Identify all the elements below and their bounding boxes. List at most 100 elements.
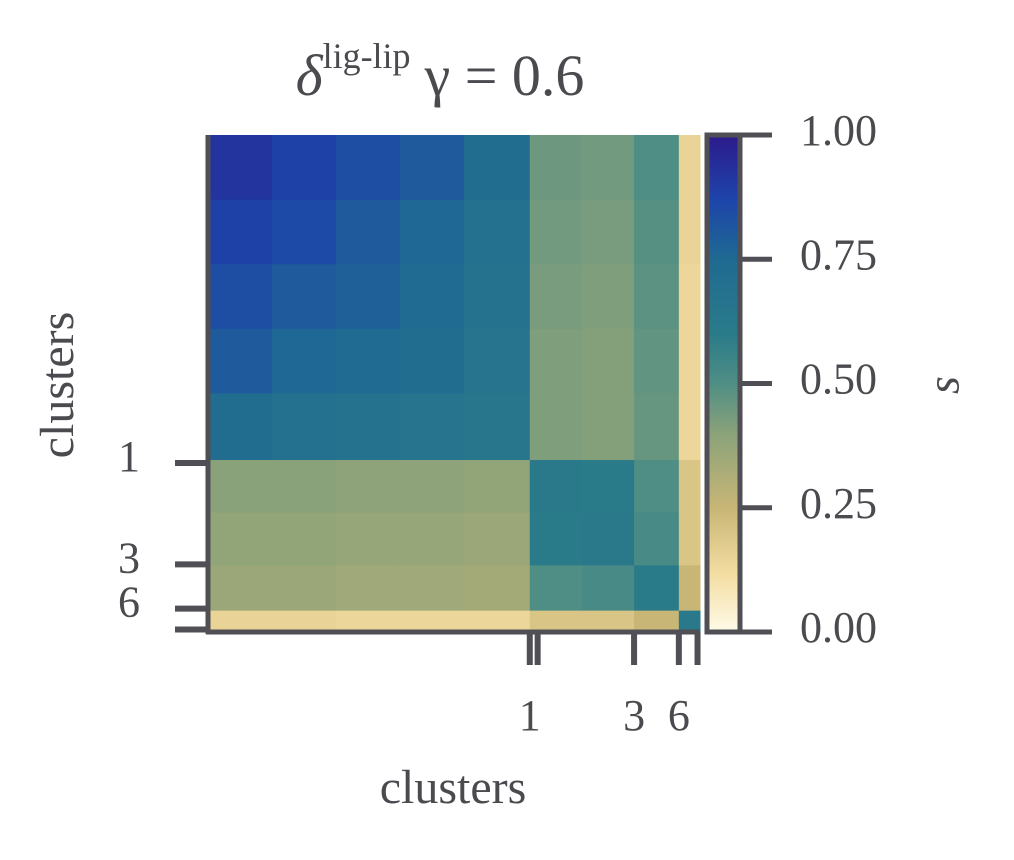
heatmap-cell [581,460,635,514]
heatmap-cell [271,610,337,633]
title-rest: γ = 0.6 [424,43,585,108]
heatmap-cell [581,135,635,201]
title-superscript: lig-lip [323,36,411,76]
colorbar-tick-label: 0.25 [800,479,877,528]
heatmap-cell [335,610,401,633]
heatmap-cell [399,328,465,394]
colorbar [704,132,743,635]
y-tick-label: 6 [118,578,140,627]
heatmap-cell [271,135,337,201]
heatmap-cell [399,135,465,201]
heatmap-cell [399,512,465,566]
heatmap-cell [271,460,337,514]
heatmap-cell [529,610,583,633]
x-axis-label: clusters [380,761,527,814]
x-tick-label: 1 [519,691,541,740]
heatmap-cell [463,610,531,633]
heatmap-cell [208,565,273,612]
heatmap-cell [634,610,680,633]
heatmap-cell [581,610,635,633]
colorbar-tick-label: 0.00 [800,603,877,652]
heatmap-cell [463,393,531,461]
heatmap-cell [463,460,531,514]
heatmap-cell [399,264,465,330]
heatmap-cell [529,328,583,394]
heatmap-cell [678,565,701,612]
heatmap-cell [271,393,337,461]
heatmap-cell [399,610,465,633]
heatmap-cell [335,393,401,461]
heatmap-cell [634,264,680,330]
heatmap-cell [529,565,583,612]
heatmap-cell [529,264,583,330]
heatmap-cell [399,199,465,265]
heatmap-cell [634,512,680,566]
heatmap-cell [208,135,273,201]
colorbar-tick-label: 0.75 [800,230,877,279]
heatmap-cell [529,512,583,566]
heatmap-cell [678,264,701,330]
heatmap-cell [271,512,337,566]
heatmap-cell [634,460,680,514]
heatmap-cell [335,512,401,566]
heatmap-cell [634,199,680,265]
heatmap-cell [678,135,701,201]
x-tick-label: 6 [668,691,690,740]
heatmap-cell [529,135,583,201]
heatmap-cell [581,512,635,566]
y-tick-label: 3 [118,534,140,583]
heatmap-cell [271,565,337,612]
heatmap-cell [335,264,401,330]
colorbar-tick-label: 1.00 [800,106,877,155]
heatmap-cell [634,565,680,612]
heatmap-cell [581,393,635,461]
y-axis-label: clusters [31,312,84,459]
colorbar-label: s [918,376,969,394]
heatmap-cell [678,393,701,461]
heatmap-cell [208,199,273,265]
heatmap-cell [529,393,583,461]
title-symbol: δ [296,43,324,108]
heatmap-cell [399,393,465,461]
heatmap-cell [634,135,680,201]
heatmap-cell [463,199,531,265]
heatmap-cell [634,328,680,394]
heatmap-cell [463,328,531,394]
heatmap-cell [581,328,635,394]
heatmap-cell [335,460,401,514]
heatmap-cell [208,393,273,461]
y-tick-label: 1 [118,432,140,481]
heatmap-cell [399,460,465,514]
heatmap-cell [529,460,583,514]
heatmap-cell [678,328,701,394]
heatmap-cell [208,610,273,633]
heatmap-cell [529,199,583,265]
heatmap-cell [678,610,701,633]
heatmap-cell [335,199,401,265]
heatmap-cell [271,264,337,330]
heatmap-cell [581,199,635,265]
heatmap-cell [678,460,701,514]
x-tick-label: 3 [623,691,645,740]
heatmap-cell [581,565,635,612]
heatmap-cell [208,512,273,566]
heatmap-cell [399,565,465,612]
heatmap-cell [581,264,635,330]
colorbar-tick-label: 0.50 [800,355,877,404]
heatmap-cell [678,199,701,265]
heatmap-cell [208,460,273,514]
heatmap-cell [271,199,337,265]
chart-title: δlig-lip γ = 0.6 [296,36,585,108]
heatmap-cell [634,393,680,461]
heatmap-cell [463,264,531,330]
heatmap-cell [335,565,401,612]
heatmap-cell [463,135,531,201]
heatmap-cell [335,328,401,394]
heatmap-cell [463,512,531,566]
heatmap-cell [208,264,273,330]
heatmap-cell [463,565,531,612]
heatmap-cell [208,328,273,394]
heatmap-cell [271,328,337,394]
heatmap-cell [678,512,701,566]
